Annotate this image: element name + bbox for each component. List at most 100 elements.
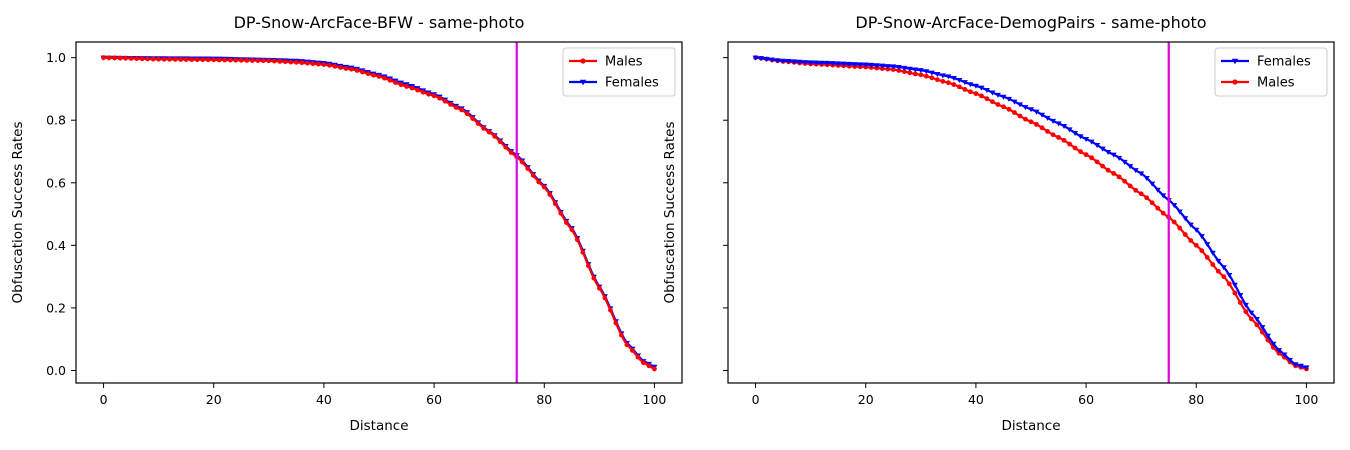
x-tick-label: 80 <box>536 392 552 407</box>
data-point <box>486 129 492 135</box>
legend-label: Males <box>605 55 643 70</box>
data-point <box>940 78 946 84</box>
data-point <box>1034 122 1039 127</box>
data-point <box>619 332 624 338</box>
data-point <box>255 58 261 64</box>
y-tick-label: 0.8 <box>46 113 66 128</box>
data-point <box>183 57 189 62</box>
chart-title: DP-Snow-ArcFace-BFW - same-photo <box>234 13 525 32</box>
data-point <box>1005 96 1012 102</box>
data-point <box>1253 317 1260 323</box>
data-point <box>1132 168 1139 174</box>
data-point <box>978 85 985 91</box>
data-point <box>1099 146 1106 152</box>
data-point <box>420 89 426 95</box>
data-point <box>481 125 487 131</box>
data-point <box>950 76 957 82</box>
data-point <box>906 66 913 72</box>
data-point <box>1193 227 1200 233</box>
data-point <box>1220 265 1227 271</box>
data-point <box>1204 242 1211 248</box>
data-point <box>923 69 930 75</box>
data-point <box>769 57 776 63</box>
data-point <box>917 68 924 74</box>
data-point <box>1176 209 1183 215</box>
data-point <box>1127 183 1133 189</box>
legend-entry-females: Females <box>569 76 659 91</box>
data-point <box>851 62 858 68</box>
data-point <box>563 220 569 225</box>
data-point <box>1094 159 1100 165</box>
series-line <box>755 56 1307 369</box>
data-point <box>194 57 200 63</box>
data-point <box>646 363 652 369</box>
data-point <box>624 342 630 348</box>
data-point <box>205 57 211 63</box>
data-point <box>101 55 106 61</box>
data-point <box>907 70 913 76</box>
data-point <box>973 91 979 97</box>
data-point <box>222 57 228 63</box>
x-tick-label: 100 <box>643 392 667 407</box>
data-point <box>1143 175 1150 181</box>
data-point <box>415 87 420 93</box>
data-point <box>1286 357 1293 363</box>
data-point <box>918 72 924 78</box>
data-point <box>1199 248 1205 254</box>
data-point <box>1016 102 1023 108</box>
data-point <box>299 60 305 66</box>
data-point <box>862 62 869 68</box>
legend-marker <box>1231 58 1239 65</box>
data-point <box>1138 171 1145 177</box>
data-point <box>145 56 151 62</box>
data-point <box>1067 141 1072 147</box>
data-point <box>1072 145 1078 151</box>
data-point <box>890 64 897 70</box>
data-point <box>1061 124 1068 130</box>
data-point <box>492 133 498 139</box>
legend: Males Females <box>562 47 676 97</box>
data-point <box>1155 205 1161 211</box>
data-point <box>1193 242 1199 248</box>
legend-entry-males: Males <box>569 55 643 70</box>
data-point <box>1055 121 1062 127</box>
data-point <box>1050 132 1056 138</box>
data-point <box>211 57 217 63</box>
data-point <box>1303 365 1310 371</box>
data-point <box>1000 94 1007 100</box>
data-point <box>519 159 525 165</box>
chart-panel-demogpairs: DP-Snow-ArcFace-DemogPairs - same-photo 0… <box>662 13 1335 434</box>
data-point <box>216 57 222 63</box>
data-point <box>934 77 940 83</box>
data-point <box>382 75 387 81</box>
plot-frame <box>727 41 1335 384</box>
data-point <box>945 74 952 80</box>
data-point <box>989 90 996 96</box>
data-point <box>1088 139 1095 145</box>
data-point <box>912 71 918 77</box>
data-point <box>1050 118 1057 124</box>
data-point <box>1083 152 1089 158</box>
data-point <box>758 56 765 62</box>
series-line <box>103 56 655 368</box>
x-tick-label: 60 <box>1078 392 1094 407</box>
data-point <box>763 56 770 62</box>
data-point <box>1177 225 1183 231</box>
x-tick-label: 0 <box>100 392 108 407</box>
data-point <box>1110 152 1117 158</box>
data-point <box>1264 333 1271 339</box>
data-point <box>1011 99 1018 105</box>
data-point <box>387 77 393 83</box>
data-point <box>161 56 167 62</box>
data-point <box>641 360 646 366</box>
data-point <box>885 66 891 72</box>
data-point <box>442 98 448 104</box>
data-point <box>968 89 973 95</box>
data-point <box>1111 170 1117 176</box>
data-point <box>497 139 503 145</box>
data-point <box>1121 159 1128 165</box>
data-point <box>591 275 597 281</box>
data-point <box>1187 222 1194 228</box>
data-point <box>967 82 974 88</box>
